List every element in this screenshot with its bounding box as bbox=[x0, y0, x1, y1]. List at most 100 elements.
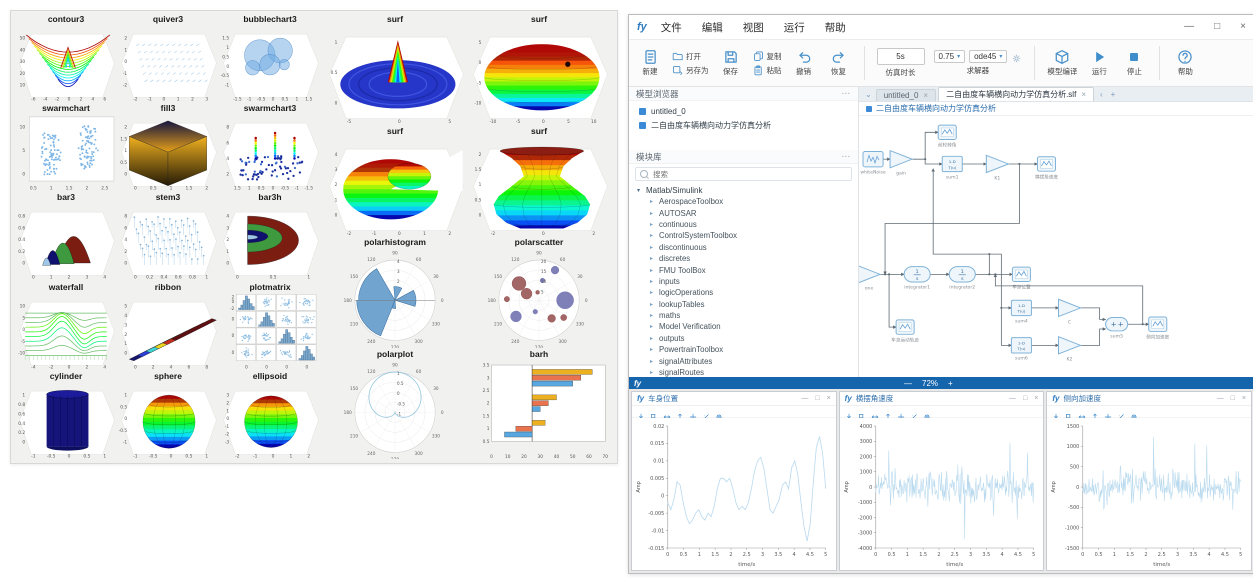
block-lut6[interactable]: 1-DT(u) sum6 bbox=[1010, 337, 1032, 362]
tree-item-AerospaceToolbox[interactable]: ▸ AerospaceToolbox bbox=[650, 197, 724, 207]
block-scope_pos[interactable]: 车身位置 bbox=[1011, 266, 1031, 291]
sim-time-input[interactable] bbox=[876, 48, 925, 65]
pan-icon[interactable] bbox=[1104, 408, 1112, 420]
close-button[interactable]: × bbox=[1240, 21, 1246, 32]
tree-root[interactable]: ▾ Matlab/Simulink bbox=[637, 186, 703, 195]
pan-icon[interactable] bbox=[689, 408, 697, 420]
maximize-button[interactable]: □ bbox=[1214, 21, 1221, 32]
export-icon[interactable] bbox=[1052, 408, 1060, 420]
tree-item-inputs[interactable]: ▸ inputs bbox=[650, 276, 680, 286]
block-src[interactable]: whiteNoise bbox=[860, 151, 886, 176]
stop-button[interactable]: 停止 bbox=[1121, 49, 1147, 77]
wire-10[interactable] bbox=[931, 168, 990, 275]
maximize-button[interactable]: □ bbox=[815, 395, 820, 402]
model-item-0[interactable]: untitled_0 bbox=[629, 104, 858, 118]
block-lut1[interactable]: 1-DT(u) sum1 bbox=[941, 155, 963, 180]
tab-1[interactable]: 二自由度车辆横向动力学仿真分析.slf × bbox=[938, 87, 1094, 101]
block-scope_ay[interactable]: 侧向加速度 bbox=[1146, 316, 1170, 341]
new-button[interactable]: 新建 bbox=[637, 49, 663, 77]
tab-close-icon[interactable]: × bbox=[1081, 90, 1086, 99]
paste-button[interactable]: 粘贴 bbox=[753, 65, 782, 76]
tree-item-signalAttributes[interactable]: ▸ signalAttributes bbox=[650, 356, 713, 366]
minimize-button[interactable]: — bbox=[801, 395, 809, 402]
zoom-x-icon[interactable] bbox=[1078, 408, 1086, 419]
settings-icon[interactable] bbox=[1130, 408, 1138, 420]
menu-item-0[interactable]: 文件 bbox=[660, 21, 682, 34]
tree-item-discontinuous[interactable]: ▸ discontinuous bbox=[650, 242, 707, 252]
block-gain1[interactable]: gain bbox=[889, 149, 914, 177]
zoom-y-icon[interactable] bbox=[1091, 408, 1099, 420]
block-scope_traj[interactable]: 车身运动轨迹 bbox=[891, 319, 919, 344]
block-lut4[interactable]: 1-DT(u) sum4 bbox=[1010, 299, 1032, 324]
minimize-button[interactable]: — bbox=[1184, 21, 1195, 32]
diagram-canvas[interactable]: whiteNoise gain 前轮转角 1-D T(u) sum1 K1 横摆角速度 one 1… bbox=[859, 116, 1253, 377]
export-icon[interactable] bbox=[845, 408, 853, 420]
wire-16[interactable] bbox=[1080, 327, 1107, 346]
menu-item-2[interactable]: 视图 bbox=[742, 21, 764, 34]
wire-14[interactable] bbox=[1080, 307, 1107, 322]
settings-icon[interactable] bbox=[715, 408, 723, 420]
block-one[interactable]: one bbox=[859, 265, 882, 292]
more-icon[interactable]: ⋯ bbox=[841, 151, 851, 161]
library-search[interactable] bbox=[635, 167, 852, 181]
zoom-x-icon[interactable] bbox=[663, 408, 671, 419]
block-gainC[interactable]: C bbox=[1058, 298, 1082, 325]
minimize-button[interactable]: — bbox=[1009, 395, 1017, 402]
solver-select[interactable]: ode45 ▾ bbox=[969, 50, 1008, 63]
open-button[interactable]: 打开 bbox=[672, 51, 709, 62]
model-item-1[interactable]: 二自由度车辆横向动力学仿真分析 bbox=[629, 118, 858, 132]
step-size-select[interactable]: 0.75 ▾ bbox=[933, 50, 966, 63]
tree-item-discretes[interactable]: ▸ discretes bbox=[650, 254, 691, 264]
more-icon[interactable]: ⋯ bbox=[841, 88, 851, 98]
close-button[interactable]: × bbox=[826, 395, 831, 402]
block-int1[interactable]: 1s integrator1 bbox=[903, 266, 931, 291]
copy-button[interactable]: 复制 bbox=[753, 51, 782, 62]
minimize-button[interactable]: — bbox=[1216, 395, 1224, 402]
zoom-region-icon[interactable] bbox=[1065, 408, 1073, 420]
wire-5[interactable] bbox=[883, 163, 1020, 275]
zoom-x-icon[interactable] bbox=[871, 408, 879, 419]
wire-1[interactable] bbox=[912, 158, 943, 166]
settings-icon[interactable] bbox=[923, 408, 931, 420]
block-scope_yaw[interactable]: 横摆角速度 bbox=[1035, 156, 1058, 181]
wire-18[interactable] bbox=[993, 273, 1144, 325]
tree-item-lookupTables[interactable]: ▸ lookupTables bbox=[650, 299, 705, 309]
close-button[interactable]: × bbox=[1241, 395, 1247, 402]
wire-9[interactable] bbox=[888, 274, 897, 329]
tree-item-ControlSystemToolbox[interactable]: ▸ ControlSystemToolbox bbox=[650, 231, 738, 241]
run-button[interactable]: 运行 bbox=[1086, 49, 1112, 77]
measure-icon[interactable] bbox=[910, 408, 918, 420]
tab-0[interactable]: untitled_0 × bbox=[875, 89, 937, 101]
export-icon[interactable] bbox=[637, 408, 645, 420]
zoom-y-icon[interactable] bbox=[676, 408, 684, 420]
zoom-region-icon[interactable] bbox=[858, 408, 866, 420]
tree-item-logicOperations[interactable]: ▸ logicOperations bbox=[650, 288, 714, 298]
compile-button[interactable]: 模型编译 bbox=[1047, 49, 1077, 77]
maximize-button[interactable]: □ bbox=[1230, 395, 1235, 402]
menu-item-1[interactable]: 编辑 bbox=[701, 21, 723, 34]
pan-icon[interactable] bbox=[897, 408, 905, 420]
block-scope_front[interactable]: 前轮转角 bbox=[937, 124, 957, 149]
block-sum5[interactable]: + + sum5 bbox=[1105, 317, 1129, 340]
tree-item-continuous[interactable]: ▸ continuous bbox=[650, 219, 697, 229]
save-as-button[interactable]: 另存为 bbox=[672, 65, 709, 76]
block-int2[interactable]: 1s integrator2 bbox=[948, 266, 976, 291]
zoom-y-icon[interactable] bbox=[884, 408, 892, 420]
zoom-region-icon[interactable] bbox=[650, 408, 658, 420]
block-k2[interactable]: K2 bbox=[1058, 335, 1082, 363]
maximize-button[interactable]: □ bbox=[1023, 395, 1028, 402]
redo-button[interactable]: 恢复 bbox=[826, 49, 852, 77]
tree-item-signalRoutes[interactable]: ▸ signalRoutes bbox=[650, 368, 705, 377]
new-tab-button[interactable]: + bbox=[1110, 90, 1116, 99]
wire-2[interactable] bbox=[924, 130, 939, 160]
undo-button[interactable]: 撤销 bbox=[791, 49, 817, 77]
tab-list-button[interactable]: ⌄ bbox=[865, 90, 872, 99]
tree-item-maths[interactable]: ▸ maths bbox=[650, 311, 681, 321]
wire-11[interactable] bbox=[989, 253, 1012, 348]
tree-item-PowertrainToolbox[interactable]: ▸ PowertrainToolbox bbox=[650, 345, 724, 355]
tree-item-Model Verification[interactable]: ▸ Model Verification bbox=[650, 322, 721, 332]
zoom-out-button[interactable]: — bbox=[904, 378, 912, 388]
solver-settings-icon[interactable] bbox=[1011, 51, 1022, 63]
save-button[interactable]: 保存 bbox=[718, 49, 744, 77]
tab-overflow-button[interactable]: ‹ bbox=[1099, 90, 1103, 99]
